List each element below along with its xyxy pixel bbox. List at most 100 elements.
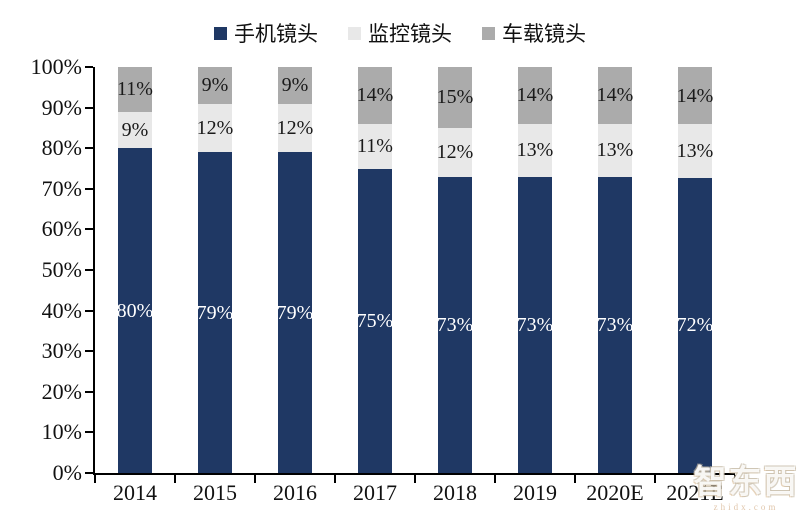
bar-segment: 14% [516, 67, 554, 124]
segment-value-label: 11% [357, 135, 393, 158]
bar-segment: 14% [356, 67, 394, 124]
segment-value-label: 14% [356, 84, 394, 107]
y-axis-tick [85, 187, 93, 190]
x-tick-label: 2014 [113, 480, 157, 505]
x-axis-tick [174, 475, 176, 483]
x-tick-label: 2018 [433, 480, 477, 505]
legend-label: 监控镜头 [368, 22, 452, 46]
y-tick-label: 40% [41, 297, 82, 323]
bar-segment: 13% [676, 124, 714, 178]
y-tick-label: 70% [41, 175, 82, 201]
y-axis-tick [85, 350, 93, 353]
segment-value-label: 14% [596, 84, 634, 107]
y-tick-label: 90% [41, 94, 82, 120]
segment-value-label: 79% [196, 301, 234, 324]
y-tick-label: 50% [41, 257, 82, 282]
segment-value-label: 9% [121, 118, 149, 141]
bar: 9% 12% 79% [276, 67, 314, 473]
y-tick-label: 20% [41, 378, 82, 404]
bar-segment: 80% [116, 148, 154, 473]
segment-value-label: 79% [276, 301, 314, 324]
y-tick-label: 80% [41, 135, 82, 161]
bar-segment: 14% [596, 67, 634, 124]
x-axis-tick [94, 475, 96, 483]
bar: 11% 9% 80% [116, 67, 154, 473]
y-tick-label: 100% [30, 54, 82, 79]
y-tick-label: 30% [41, 338, 82, 364]
segment-value-label: 13% [516, 139, 554, 162]
segment-value-label: 73% [436, 313, 474, 336]
y-tick-label: 0% [52, 460, 82, 485]
bar-segment: 9% [278, 67, 312, 104]
legend-item: 车载镜头 [482, 18, 586, 48]
segment-value-label: 12% [196, 116, 234, 139]
segment-value-label: 11% [117, 78, 153, 101]
bar-segment: 14% [676, 67, 714, 125]
x-tick-label: 2017 [353, 480, 397, 505]
bar: 9% 12% 79% [196, 67, 234, 473]
x-axis-tick [494, 475, 496, 483]
segment-value-label: 13% [596, 139, 634, 162]
bar: 14% 13% 73% [596, 67, 634, 473]
bar-segment: 12% [196, 103, 234, 153]
legend-item: 监控镜头 [348, 18, 452, 48]
legend-label: 手机镜头 [234, 22, 318, 46]
segment-value-label: 13% [676, 140, 714, 163]
bar-segment: 13% [516, 123, 554, 177]
legend-swatch [482, 26, 495, 40]
y-axis-tick [85, 309, 93, 312]
segment-value-label: 15% [436, 86, 474, 109]
y-axis-tick [85, 431, 93, 434]
x-axis-tick [254, 475, 256, 483]
x-axis-tick [654, 475, 656, 483]
x-tick-label: 2015 [193, 480, 237, 505]
legend-item: 手机镜头 [214, 18, 318, 48]
legend-label: 车载镜头 [502, 22, 586, 46]
bar-segment: 15% [436, 67, 474, 128]
x-axis-tick [414, 475, 416, 483]
bar-segment: 9% [118, 111, 152, 149]
x-tick-label: 2016 [273, 480, 317, 505]
bar: 14% 13% 72% [676, 67, 714, 473]
bar-segment: 75% [356, 168, 394, 473]
segment-value-label: 14% [516, 84, 554, 107]
y-axis-tick [85, 472, 93, 474]
y-axis-tick [85, 106, 93, 109]
bar-segment: 12% [277, 103, 313, 153]
segment-value-label: 80% [116, 299, 154, 322]
bar: 14% 11% 75% [356, 67, 394, 473]
segment-value-label: 72% [676, 314, 714, 337]
x-tick-label: 2021E [666, 480, 724, 505]
y-axis-tick [85, 147, 93, 150]
y-tick-label: 10% [41, 419, 82, 445]
legend-swatch [348, 26, 361, 40]
legend: 手机镜头 监控镜头 车载镜头 [0, 18, 800, 48]
x-tick-label: 2020E [586, 480, 644, 505]
legend-swatch [214, 26, 227, 40]
bar-segment: 79% [196, 152, 234, 473]
segment-value-label: 14% [676, 84, 714, 107]
bar-segment: 9% [198, 67, 232, 104]
x-axis-tick [334, 475, 336, 483]
segment-value-label: 73% [516, 313, 554, 336]
bar: 14% 13% 73% [516, 67, 554, 473]
y-axis-tick [85, 66, 93, 68]
y-axis-tick [85, 390, 93, 393]
bar-segment: 72% [676, 177, 714, 473]
x-axis-tick [734, 475, 736, 483]
bar-segment: 11% [117, 67, 153, 112]
bar-segment: 73% [436, 176, 474, 473]
bar-segment: 13% [596, 123, 634, 177]
segment-value-label: 9% [201, 74, 229, 97]
y-axis-tick [85, 269, 93, 271]
segment-value-label: 73% [596, 313, 634, 336]
plot-area: 0% 10% 20% 30% 40% 50% 60% 70% 80% 90% 100% 11% 9% 80… [31, 56, 736, 504]
segment-value-label: 12% [436, 141, 474, 164]
segment-value-label: 9% [281, 74, 309, 97]
bar-segment: 73% [516, 176, 554, 473]
bar-segment: 12% [436, 127, 474, 177]
bar-segment: 73% [596, 176, 634, 473]
segment-value-label: 75% [356, 309, 394, 332]
bar-segment: 11% [357, 123, 393, 169]
